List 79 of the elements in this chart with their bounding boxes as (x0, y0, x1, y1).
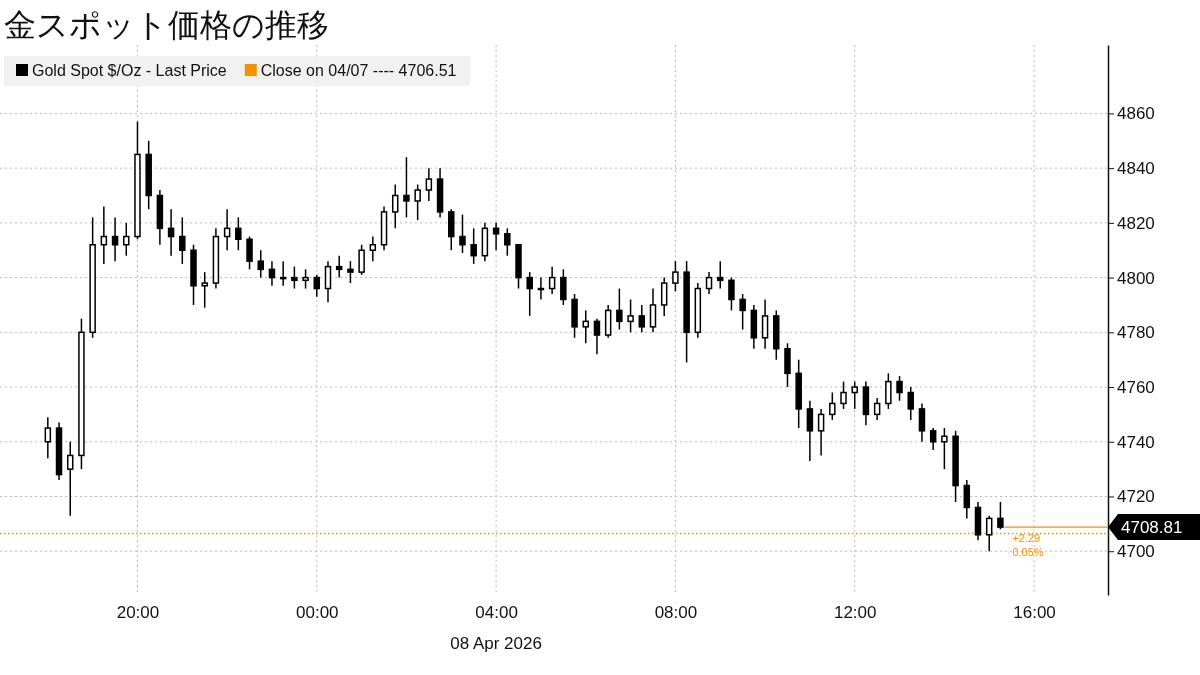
candlestick (705, 271, 713, 295)
candlestick (313, 274, 321, 298)
y-tick-label: 4800 (1117, 268, 1155, 288)
candlestick (391, 183, 399, 230)
candlestick (896, 375, 903, 402)
candlestick (660, 276, 668, 317)
annotation: +2.29 (1012, 532, 1041, 545)
x-tick-label: 16:00 (1013, 603, 1056, 623)
annotation: 4708.81 (1121, 518, 1183, 538)
candlestick (997, 501, 1004, 531)
candlestick (403, 156, 410, 219)
candlestick (504, 227, 511, 257)
y-tick-label: 4720 (1117, 487, 1155, 507)
candlestick (560, 268, 567, 306)
candlestick (985, 514, 993, 552)
candlestick (324, 260, 332, 303)
candlestick (627, 298, 634, 334)
candlestick (829, 391, 836, 421)
y-tick-label: 4780 (1117, 323, 1155, 343)
candlestick (616, 287, 623, 331)
candlestick (369, 235, 377, 262)
candlestick (885, 372, 892, 410)
candlestick (257, 249, 264, 279)
candlestick (929, 427, 937, 451)
candlestick (425, 167, 433, 202)
candlestick (817, 408, 825, 457)
candlestick (358, 244, 365, 276)
candlestick (761, 298, 769, 350)
candlestick (302, 268, 309, 290)
candlestick (941, 427, 948, 470)
candlestick (548, 265, 556, 295)
candlestick (179, 216, 186, 265)
candlestick (728, 276, 735, 312)
candlestick (963, 479, 971, 520)
chart-title: 金スポット価格の推移 (4, 6, 329, 44)
x-tick-label: 20:00 (116, 603, 160, 623)
legend-label: Close on 04/07 ---- 4706.51 (260, 62, 457, 79)
annotation: 0.05% (1012, 546, 1044, 559)
candlestick (111, 216, 119, 262)
candlestick (414, 183, 421, 221)
y-tick-label: 4820 (1117, 213, 1155, 233)
candlestick (739, 293, 746, 331)
candlestick (716, 260, 724, 290)
candlestick (526, 271, 533, 317)
x-axis-title: 08 Apr 2026 (450, 634, 542, 653)
candlestick (66, 441, 74, 517)
x-tick-label: 12:00 (833, 603, 877, 623)
candlestick (44, 416, 52, 459)
candlestick (672, 260, 679, 293)
candlestick (291, 265, 298, 290)
y-tick-label: 4840 (1117, 159, 1155, 179)
candlestick (649, 287, 657, 334)
candlestick (201, 271, 208, 309)
candlestick (459, 213, 466, 254)
candlestick (851, 380, 858, 410)
candlestick (840, 380, 847, 410)
candlestick (470, 227, 477, 265)
candlestick (582, 309, 589, 345)
x-tick-label: 08:00 (654, 603, 698, 623)
y-tick-label: 4740 (1117, 432, 1155, 452)
y-tick-label: 4700 (1117, 542, 1155, 562)
candlestick (335, 254, 343, 279)
candlestick (492, 222, 500, 251)
candlestick (907, 386, 915, 421)
candlestick (100, 205, 108, 265)
candlestick (806, 399, 814, 462)
candlestick (873, 397, 881, 421)
legend-label: Gold Spot $/Oz - Last Price (32, 62, 227, 79)
y-tick-label: 4860 (1117, 104, 1155, 124)
candlestick (347, 260, 354, 284)
candlestick (593, 317, 601, 355)
candlestick (235, 216, 242, 251)
candlestick (123, 222, 130, 257)
candlestick (246, 235, 253, 271)
candlestick (918, 402, 926, 443)
x-tick-label: 04:00 (475, 603, 518, 623)
x-tick-label: 00:00 (296, 603, 339, 623)
y-tick-label: 4760 (1117, 377, 1155, 397)
candlestick (638, 304, 646, 334)
